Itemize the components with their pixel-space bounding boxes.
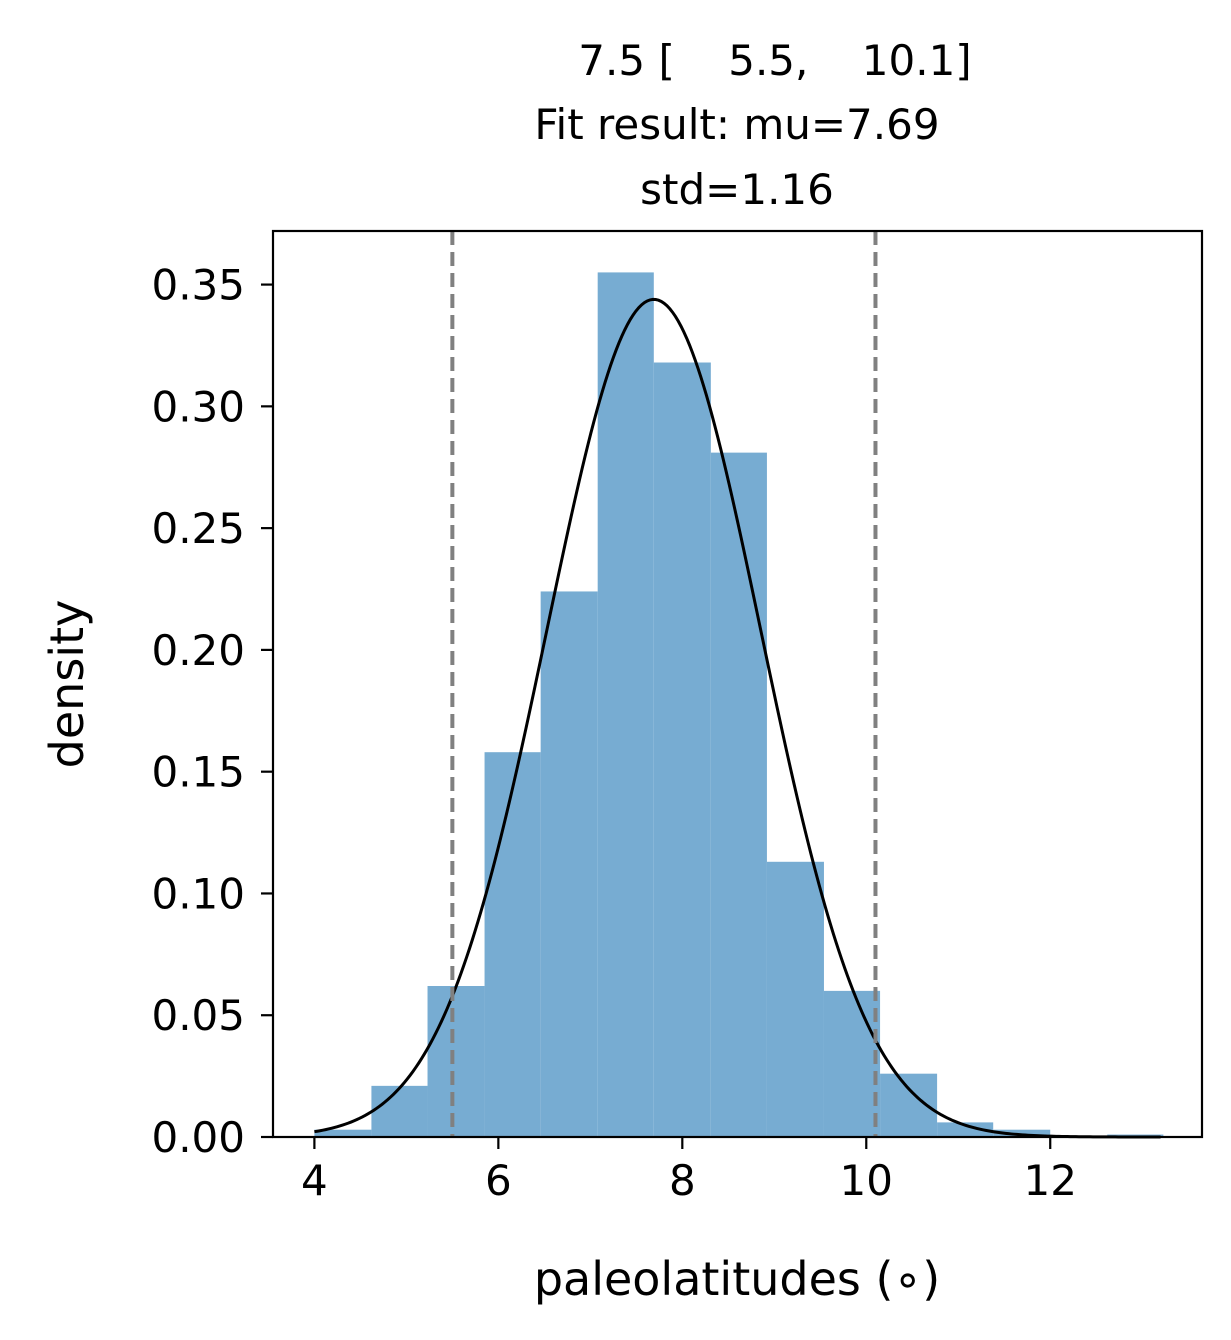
histogram-bar-2: [427, 986, 485, 1137]
histogram-bar-4: [540, 591, 598, 1137]
y-tick-label-1: 0.05: [151, 991, 245, 1040]
x-tick-label-2: 8: [669, 1156, 696, 1205]
y-axis-ticks: 0.00 0.05 0.10 0.15 0.20 0.25 0.30 0.35: [151, 261, 273, 1162]
y-tick-label-5: 0.25: [151, 504, 245, 553]
x-axis-ticks: 4 6 8 10 12: [301, 1137, 1077, 1205]
interval-lines: [450, 231, 878, 1137]
x-axis-label: paleolatitudes (∘): [534, 1252, 940, 1306]
normal-fit-curve: [314, 297, 1161, 1139]
histogram-bar-5: [597, 272, 654, 1138]
histogram-bar-9: [823, 990, 881, 1137]
title-line-3: std=1.16: [640, 165, 834, 214]
histogram-bar-7: [710, 452, 767, 1137]
y-tick-label-0: 0.00: [151, 1113, 245, 1162]
plot-frame: [271, 229, 1204, 1139]
histogram-bars: [314, 272, 1164, 1138]
histogram-bar-3: [484, 752, 541, 1137]
y-tick-label-7: 0.35: [151, 261, 245, 310]
y-tick-label-2: 0.10: [151, 869, 245, 918]
histogram-bar-0: [314, 1129, 372, 1137]
title-line-1: 7.5 [ 5.5, 10.1]: [578, 36, 971, 85]
x-tick-label-1: 6: [485, 1156, 512, 1205]
y-tick-label-3: 0.15: [151, 748, 245, 797]
y-tick-label-6: 0.30: [151, 382, 245, 431]
histogram-bar-1: [371, 1085, 428, 1137]
histogram-bar-6: [653, 362, 711, 1138]
y-axis-label: density: [40, 600, 94, 769]
title-line-2: Fit result: mu=7.69: [534, 100, 939, 149]
x-tick-label-0: 4: [301, 1156, 328, 1205]
histogram-bar-8: [766, 861, 824, 1137]
chart-title: 7.5 [ 5.5, 10.1] Fit result: mu=7.69 std…: [534, 36, 971, 214]
x-tick-label-3: 10: [840, 1156, 893, 1205]
x-tick-label-4: 12: [1024, 1156, 1077, 1205]
y-tick-label-4: 0.20: [151, 626, 245, 675]
histogram-bar-11: [937, 1122, 994, 1137]
